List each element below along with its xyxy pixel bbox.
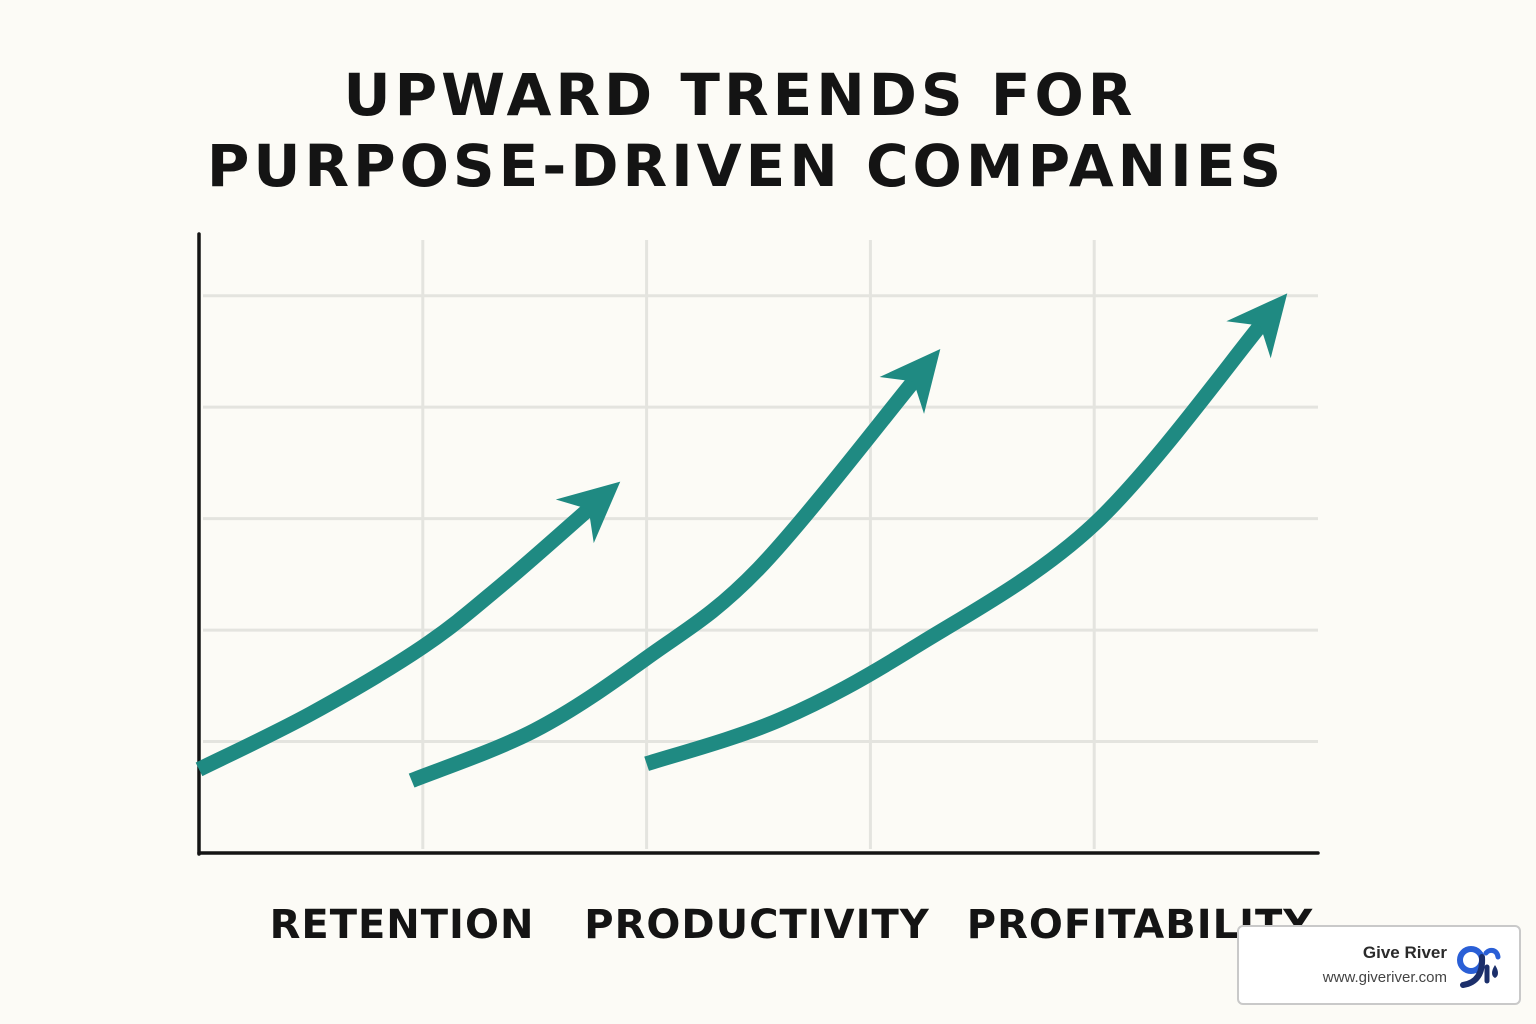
badge-url[interactable]: www.giveriver.com xyxy=(1322,969,1447,986)
axes xyxy=(197,232,1320,856)
chart-title-line-1: UPWARD TRENDS FOR xyxy=(344,61,1137,129)
series-arrows xyxy=(195,293,1288,788)
trend-arrow-productivity xyxy=(408,348,941,788)
category-label-productivity: PRODUCTIVITY xyxy=(584,902,929,948)
grid xyxy=(203,240,1318,849)
chart-title-line-2: PURPOSE-DRIVEN COMPANIES xyxy=(207,132,1285,200)
trend-arrow-retention xyxy=(195,481,621,777)
give-river-badge[interactable]: Give River www.giveriver.com xyxy=(1237,925,1521,1005)
chart-title: UPWARD TRENDS FOR PURPOSE-DRIVEN COMPANI… xyxy=(207,61,1285,200)
category-label-retention: RETENTION xyxy=(270,902,535,948)
category-labels: RETENTION PRODUCTIVITY PROFITABILITY xyxy=(270,902,1313,948)
give-river-logo-icon xyxy=(1457,946,1501,988)
badge-name: Give River xyxy=(1362,943,1447,962)
trend-arrow-profitability xyxy=(644,293,1288,771)
